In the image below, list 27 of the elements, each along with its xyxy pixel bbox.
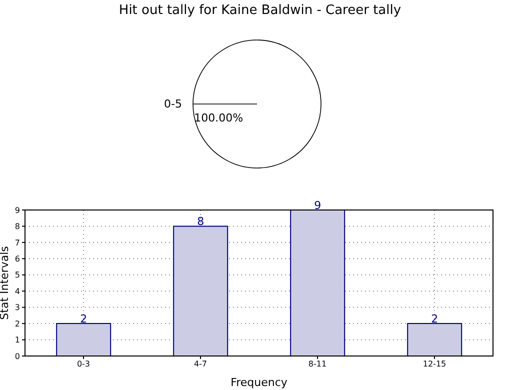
data-label: 2 — [431, 312, 438, 326]
bar — [290, 210, 346, 356]
y-tick-label: 1 — [14, 336, 20, 345]
data-label: 2 — [80, 312, 88, 326]
bar — [173, 226, 228, 356]
chart-title: Hit out tally for Kaine Baldwin - Career tally — [118, 3, 402, 18]
x-tick-label: 12-15 — [422, 360, 446, 369]
y-tick-label: 8 — [14, 222, 20, 232]
slice-label: 0-5 — [164, 98, 182, 110]
y-tick-label: 4 — [14, 286, 20, 296]
x-tick-label: 4-7 — [194, 360, 208, 369]
bar — [56, 323, 112, 356]
data-label: 9 — [314, 199, 322, 212]
y-tick-label: 6 — [14, 254, 20, 264]
data-label: 8 — [197, 215, 204, 228]
y-tick-label: 7 — [14, 238, 20, 248]
y-tick-label: 9 — [14, 206, 20, 215]
x-axis-title: Frequency — [230, 376, 288, 389]
bar — [407, 323, 462, 356]
y-axis-title: Stat Intervals — [0, 246, 11, 320]
y-tick-label: 3 — [14, 303, 20, 312]
x-tick-label: 8-11 — [308, 360, 327, 369]
y-tick-label: 2 — [14, 319, 20, 328]
y-tick-label: 5 — [14, 270, 20, 280]
x-tick-label: 0-3 — [76, 360, 90, 369]
y-tick-label: 0 — [14, 352, 20, 361]
data-label: 100.00% — [194, 112, 244, 124]
